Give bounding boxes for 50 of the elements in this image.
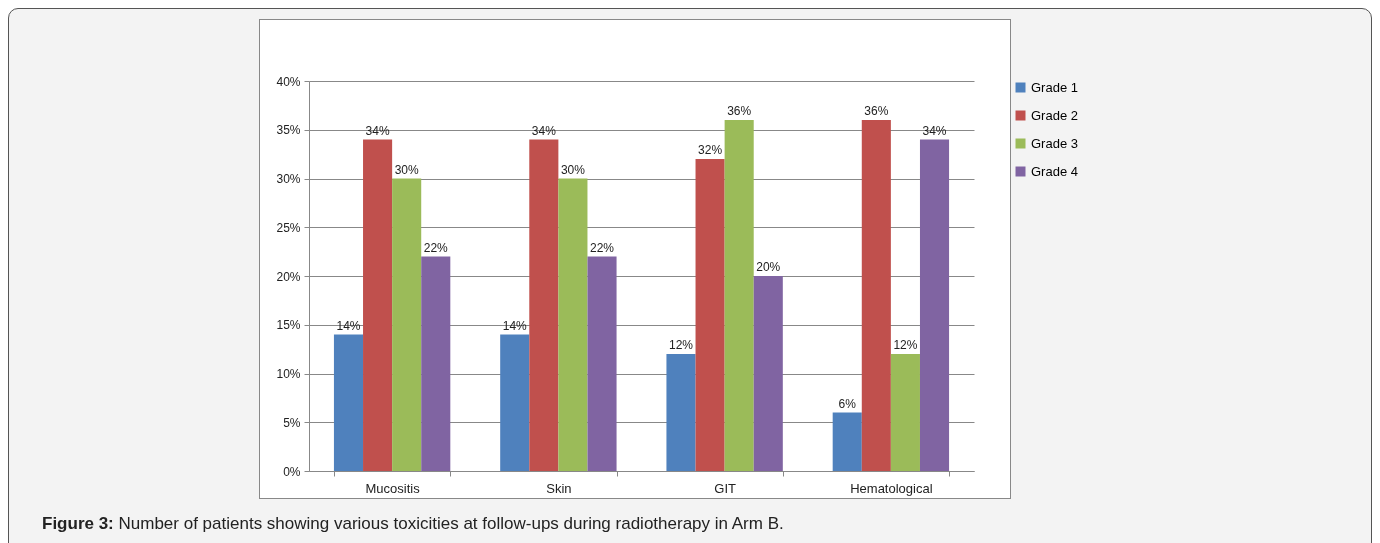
bar (558, 178, 588, 471)
bar (421, 256, 451, 471)
data-label: 34% (922, 123, 947, 138)
data-label: 12% (668, 338, 694, 352)
y-tick-label: 25% (276, 220, 301, 235)
y-tick-label: 40% (276, 74, 301, 89)
bar (753, 276, 783, 471)
data-label: 30% (560, 162, 586, 177)
x-tick-label: GIT (714, 480, 737, 496)
bar (529, 139, 559, 471)
bar (832, 412, 862, 471)
y-tick-label: 20% (276, 269, 301, 284)
data-label: 14% (336, 318, 361, 333)
bar (333, 334, 364, 471)
legend-label: Grade 4 (1031, 163, 1078, 179)
x-tick-label: Skin (546, 480, 572, 496)
legend-label: Grade 1 (1031, 79, 1078, 95)
bar (363, 139, 393, 471)
bar (919, 139, 950, 471)
y-tick-label: 0% (283, 464, 301, 479)
bar (392, 178, 422, 471)
bar (890, 354, 920, 471)
y-tick-label: 5% (283, 415, 301, 430)
data-label: 36% (727, 104, 752, 118)
data-label: 22% (423, 240, 449, 255)
legend-label: Grade 2 (1031, 107, 1078, 123)
bar (724, 120, 754, 471)
data-label: 12% (893, 338, 918, 352)
bar (500, 334, 530, 471)
data-label: 20% (756, 260, 781, 274)
bar (587, 256, 617, 471)
bar (666, 354, 696, 471)
data-label: 14% (502, 318, 528, 333)
data-label: 32% (698, 143, 723, 157)
y-tick-label: 15% (276, 318, 301, 333)
x-tick-label: Mucositis (365, 480, 421, 496)
data-label: 30% (394, 162, 419, 177)
bar (695, 159, 725, 471)
data-label: 6% (838, 396, 857, 411)
data-label: 36% (864, 104, 889, 118)
y-tick-label: 10% (276, 367, 301, 381)
data-label: 34% (531, 123, 557, 138)
y-tick-label: 30% (276, 172, 301, 186)
data-label: 34% (365, 123, 390, 138)
data-label: 22% (590, 240, 615, 255)
legend-label: Grade 3 (1031, 135, 1078, 151)
y-tick-label: 35% (276, 123, 301, 138)
x-tick-label: Hematological (850, 480, 933, 496)
caption: Figure 3: Number of patients showing various toxicities at follow-ups during radiotherapy in Arm B. (42, 514, 784, 534)
bar (861, 120, 891, 471)
